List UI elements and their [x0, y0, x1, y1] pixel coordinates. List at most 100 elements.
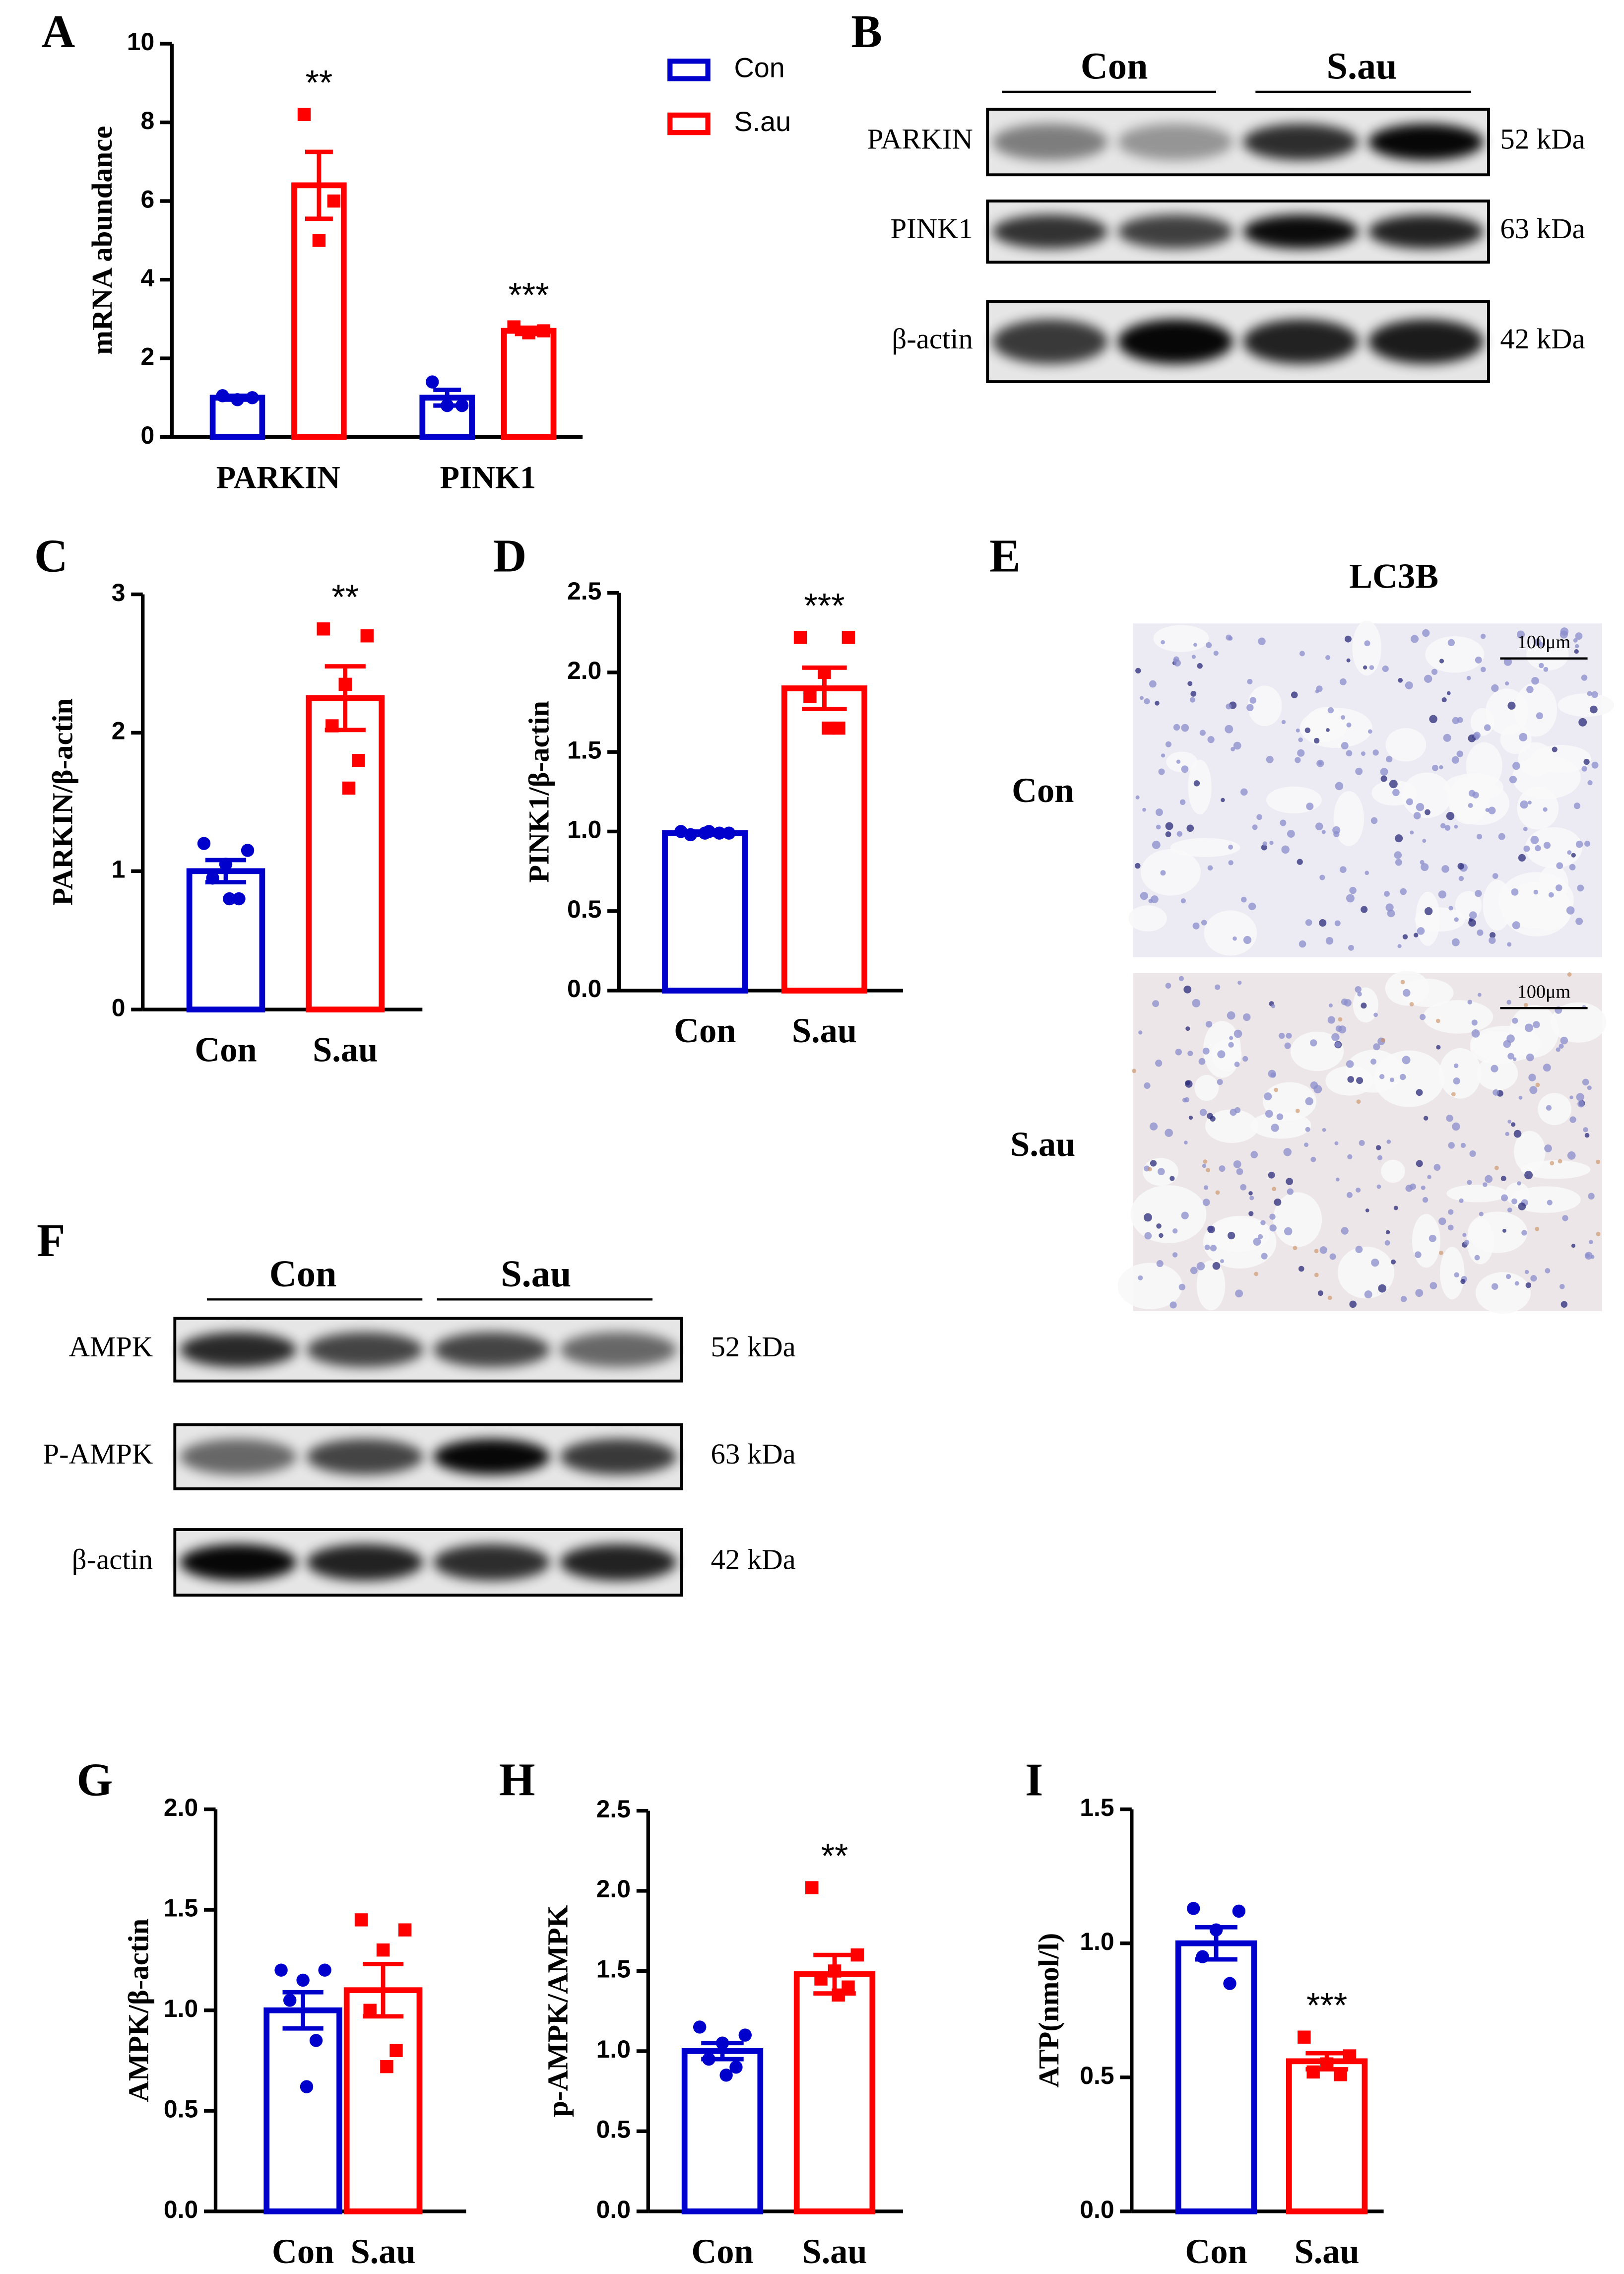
nucleus [1355, 767, 1363, 775]
nucleus [1512, 1057, 1517, 1062]
y-tick-label: 0.5 [164, 2095, 198, 2123]
nucleus [1192, 922, 1200, 930]
nucleus [1587, 1085, 1592, 1090]
stain [1295, 1108, 1300, 1113]
nucleus [1406, 798, 1413, 805]
nucleus [1469, 911, 1477, 919]
nucleus [1521, 1230, 1527, 1236]
nucleus [1468, 919, 1476, 927]
nucleus [1440, 823, 1446, 829]
nucleus [1143, 1213, 1152, 1222]
nucleus [1165, 983, 1171, 989]
nucleus [1250, 1151, 1258, 1158]
nucleus [1397, 944, 1402, 948]
tissue-space [1381, 1159, 1405, 1183]
nucleus [1355, 986, 1362, 993]
stain [1314, 1249, 1319, 1254]
tissue-space [1521, 1160, 1591, 1179]
nucleus [1573, 803, 1580, 809]
blot-band [306, 1544, 423, 1581]
y-tick-label: 2.0 [567, 657, 601, 684]
nucleus [1181, 765, 1189, 773]
stain [1381, 1038, 1385, 1043]
panel-label: E [989, 531, 1021, 582]
protein-label: AMPK [69, 1331, 153, 1363]
nucleus [1483, 1182, 1488, 1187]
nucleus [1457, 717, 1463, 723]
stain [1451, 1092, 1456, 1097]
data-point [360, 629, 374, 643]
blot-band [1243, 214, 1359, 249]
nucleus [1196, 1262, 1205, 1271]
nucleus [1507, 1120, 1512, 1124]
nucleus [1562, 1215, 1568, 1221]
nucleus [1518, 854, 1526, 862]
nucleus [1512, 1017, 1518, 1024]
nucleus [1144, 1082, 1151, 1089]
nucleus [1329, 1253, 1336, 1260]
nucleus [1321, 830, 1326, 834]
stain [1524, 1003, 1528, 1007]
nucleus [1341, 742, 1349, 750]
nucleus [1268, 1070, 1276, 1078]
nucleus [1261, 844, 1267, 851]
y-tick-label: 0.5 [1080, 2062, 1114, 2089]
nucleus [1584, 841, 1590, 847]
nucleus [1165, 831, 1171, 837]
nucleus [1169, 1301, 1177, 1309]
stain [1596, 1159, 1601, 1164]
data-point [702, 2052, 715, 2066]
nucleus [1284, 1227, 1293, 1236]
nucleus [1423, 1116, 1429, 1121]
y-tick-label: 0.5 [596, 2116, 631, 2143]
nucleus [1439, 765, 1443, 770]
data-point [274, 1963, 288, 1977]
nucleus [1348, 944, 1354, 951]
y-tick-label: 1 [112, 855, 126, 883]
nucleus [1257, 1234, 1263, 1240]
nucleus [1233, 1160, 1241, 1168]
tissue-space [1204, 910, 1257, 956]
data-point [803, 689, 817, 703]
nucleus [1299, 651, 1305, 657]
nucleus [1286, 1032, 1292, 1039]
y-tick-label: 1.0 [164, 1995, 198, 2022]
nucleus [1448, 906, 1453, 911]
nucleus [1201, 920, 1207, 926]
panel-label: A [42, 6, 75, 58]
tissue-space [1140, 849, 1201, 896]
nucleus [1367, 729, 1372, 734]
nucleus [1436, 1045, 1441, 1050]
nucleus [1169, 1176, 1175, 1181]
nucleus [1446, 811, 1455, 820]
nucleus [1539, 663, 1544, 669]
significance: ** [821, 1836, 848, 1875]
nucleus [1313, 1085, 1322, 1094]
nucleus [1518, 1203, 1526, 1210]
nucleus [1161, 753, 1166, 758]
tissue-space [1166, 751, 1198, 773]
tissue-space [1194, 1074, 1219, 1101]
nucleus [1467, 1180, 1472, 1185]
protein-label: PINK1 [891, 212, 973, 245]
nucleus [1225, 725, 1234, 734]
nucleus [1503, 1040, 1511, 1048]
nucleus [1176, 831, 1183, 837]
nucleus [1399, 1073, 1406, 1080]
stain [1274, 1087, 1279, 1092]
data-point [342, 781, 356, 795]
nucleus [1271, 1124, 1279, 1132]
nucleus [1373, 1043, 1380, 1051]
nucleus [1249, 1196, 1254, 1201]
nucleus [1287, 1188, 1294, 1195]
nucleus [1581, 766, 1587, 772]
nucleus [1237, 980, 1242, 985]
nucleus [1474, 1255, 1480, 1261]
nucleus [1240, 1184, 1247, 1191]
nucleus [1228, 636, 1233, 641]
nucleus [1184, 1097, 1190, 1103]
nucleus [1178, 1283, 1186, 1291]
row-label: S.au [1010, 1125, 1075, 1164]
nucleus [1327, 707, 1334, 714]
nucleus [1511, 1198, 1517, 1204]
